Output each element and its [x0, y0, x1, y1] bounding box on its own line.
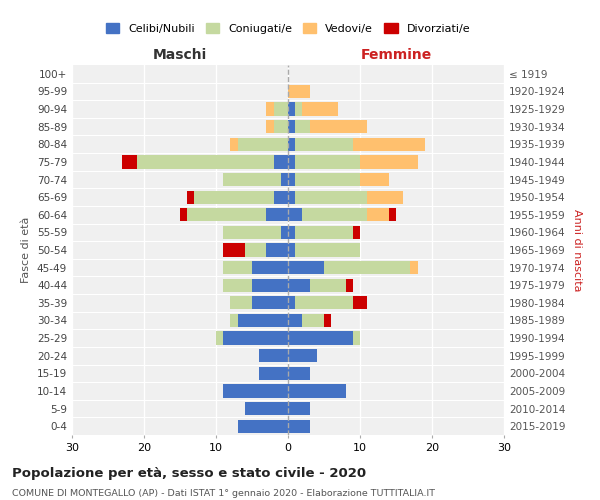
Bar	[216, 332, 223, 344]
Bar	[223, 332, 288, 344]
Bar	[252, 296, 288, 310]
Bar	[187, 190, 194, 204]
Bar	[274, 156, 288, 168]
Bar	[245, 402, 288, 415]
Bar	[288, 384, 346, 398]
Bar	[288, 366, 310, 380]
Bar	[288, 120, 295, 134]
Text: Maschi: Maschi	[153, 48, 207, 62]
Bar	[410, 261, 418, 274]
Bar	[259, 366, 288, 380]
Bar	[353, 138, 425, 151]
Bar	[288, 402, 310, 415]
Bar	[295, 296, 353, 310]
Bar	[223, 278, 252, 292]
Bar	[288, 349, 317, 362]
Bar	[274, 190, 288, 204]
Bar	[223, 261, 252, 274]
Bar	[288, 420, 310, 433]
Text: Femmine: Femmine	[361, 48, 431, 62]
Bar	[295, 102, 302, 116]
Bar	[187, 208, 266, 222]
Y-axis label: Anni di nascita: Anni di nascita	[572, 209, 582, 291]
Bar	[295, 173, 360, 186]
Bar	[288, 102, 295, 116]
Bar	[288, 138, 295, 151]
Bar	[324, 261, 410, 274]
Bar	[288, 173, 295, 186]
Bar	[353, 296, 367, 310]
Bar	[288, 244, 295, 256]
Bar	[295, 226, 353, 239]
Bar	[295, 244, 360, 256]
Bar	[288, 314, 302, 327]
Bar	[230, 314, 238, 327]
Bar	[295, 138, 353, 151]
Bar	[302, 314, 324, 327]
Bar	[346, 278, 353, 292]
Bar	[266, 120, 274, 134]
Bar	[310, 120, 367, 134]
Bar	[266, 102, 274, 116]
Bar	[367, 190, 403, 204]
Text: Popolazione per età, sesso e stato civile - 2020: Popolazione per età, sesso e stato civil…	[12, 468, 366, 480]
Bar	[295, 120, 310, 134]
Bar	[274, 102, 288, 116]
Bar	[281, 226, 288, 239]
Bar	[223, 384, 288, 398]
Bar	[122, 156, 137, 168]
Bar	[288, 85, 310, 98]
Bar	[389, 208, 396, 222]
Bar	[360, 173, 389, 186]
Bar	[310, 278, 346, 292]
Bar	[288, 261, 324, 274]
Bar	[274, 120, 288, 134]
Bar	[353, 226, 360, 239]
Bar	[288, 296, 295, 310]
Bar	[238, 420, 288, 433]
Bar	[266, 244, 288, 256]
Bar	[266, 208, 288, 222]
Bar	[288, 156, 295, 168]
Bar	[353, 332, 360, 344]
Bar	[238, 138, 288, 151]
Bar	[223, 173, 281, 186]
Legend: Celibi/Nubili, Coniugati/e, Vedovi/e, Divorziati/e: Celibi/Nubili, Coniugati/e, Vedovi/e, Di…	[101, 19, 475, 38]
Bar	[259, 349, 288, 362]
Bar	[281, 173, 288, 186]
Bar	[238, 314, 288, 327]
Bar	[302, 102, 338, 116]
Bar	[367, 208, 389, 222]
Bar	[252, 278, 288, 292]
Bar	[288, 332, 353, 344]
Bar	[288, 190, 295, 204]
Bar	[230, 296, 252, 310]
Bar	[295, 190, 367, 204]
Bar	[302, 208, 367, 222]
Text: COMUNE DI MONTEGALLO (AP) - Dati ISTAT 1° gennaio 2020 - Elaborazione TUTTITALIA: COMUNE DI MONTEGALLO (AP) - Dati ISTAT 1…	[12, 489, 435, 498]
Y-axis label: Fasce di età: Fasce di età	[22, 217, 31, 283]
Bar	[288, 208, 302, 222]
Bar	[137, 156, 274, 168]
Bar	[230, 138, 238, 151]
Bar	[223, 244, 245, 256]
Bar	[180, 208, 187, 222]
Bar	[194, 190, 274, 204]
Bar	[360, 156, 418, 168]
Bar	[245, 244, 266, 256]
Bar	[324, 314, 331, 327]
Bar	[223, 226, 281, 239]
Bar	[288, 226, 295, 239]
Bar	[252, 261, 288, 274]
Bar	[295, 156, 360, 168]
Bar	[288, 278, 310, 292]
